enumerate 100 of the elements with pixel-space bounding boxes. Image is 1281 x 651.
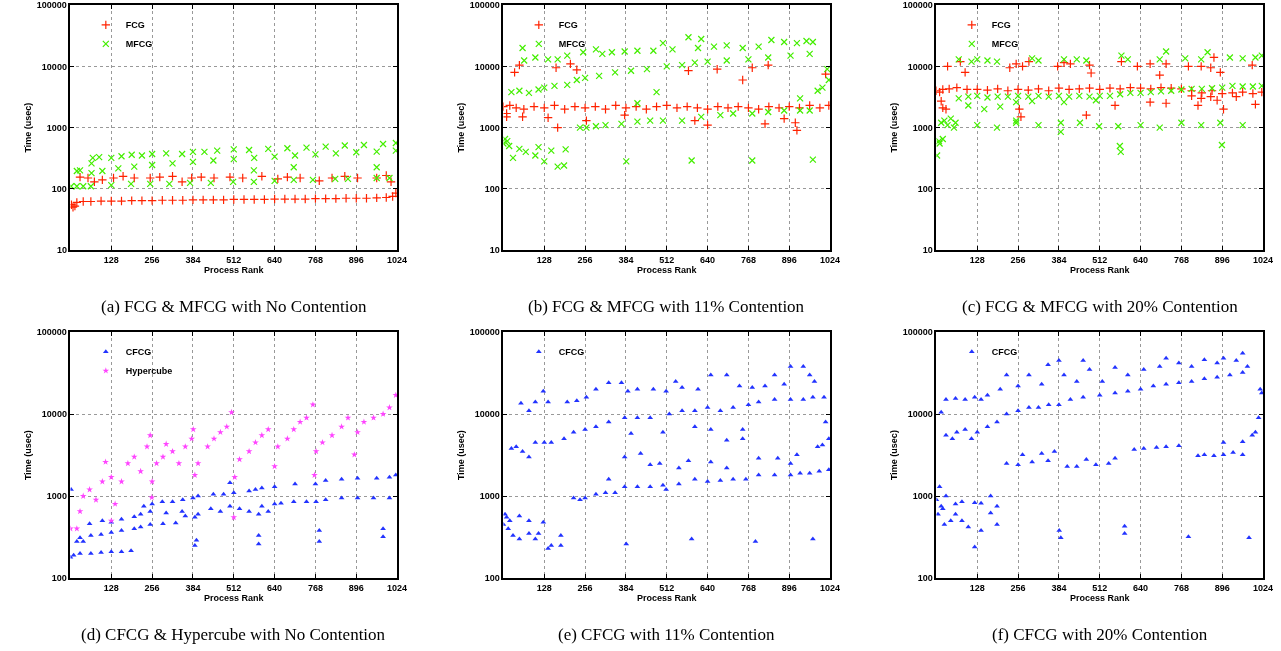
- x-tick-label: 1024: [820, 254, 841, 265]
- x-axis-title: Process Rank: [204, 264, 265, 275]
- x-tick-label: 512: [1092, 254, 1108, 265]
- legend-label: MFCG: [991, 39, 1019, 50]
- y-tick-label: 100: [917, 183, 933, 194]
- x-tick-label: 384: [1051, 254, 1067, 265]
- x-tick-label: 256: [1010, 254, 1026, 265]
- legend-label: Hypercube: [125, 366, 173, 377]
- x-tick-label: 512: [1092, 582, 1108, 593]
- x-tick-label: 768: [740, 582, 756, 593]
- x-tick-label: 768: [1173, 254, 1189, 265]
- x-axis-title: Process Rank: [1069, 264, 1131, 275]
- y-tick-label: 100000: [902, 0, 933, 11]
- y-tick-label: 10000: [474, 61, 500, 72]
- x-tick-label: 1024: [820, 582, 841, 593]
- y-axis-title: Time (usec): [455, 430, 466, 480]
- legend-label: CFCG: [125, 347, 152, 358]
- x-tick-label: 896: [348, 582, 364, 593]
- point: [631, 101, 641, 112]
- text: (a) FCG & MFCG with No Contention: [101, 297, 367, 316]
- y-tick-label: 100000: [469, 0, 500, 11]
- y-tick-label: 10000: [41, 409, 67, 420]
- y-tick-label: 100: [51, 183, 67, 194]
- x-tick-label: 896: [348, 254, 364, 265]
- point: [815, 103, 825, 113]
- x-tick-label: 896: [1214, 582, 1230, 593]
- y-tick-label: 10: [489, 245, 500, 256]
- y-axis-title: Time (usec): [455, 102, 466, 153]
- point: [737, 75, 748, 85]
- y-axis-title: Time (usec): [22, 430, 33, 480]
- y-tick-label: 10000: [41, 61, 67, 72]
- legend-label: FCG: [125, 20, 145, 31]
- x-tick-label: 256: [577, 254, 593, 265]
- x-tick-label: 640: [267, 254, 283, 265]
- point: [543, 112, 553, 123]
- point: [792, 125, 802, 136]
- y-tick-label: 10000: [907, 61, 933, 72]
- x-tick-label: 384: [618, 254, 634, 265]
- point: [774, 103, 784, 113]
- x-tick-label: 256: [1010, 582, 1026, 593]
- y-tick-label: 100000: [36, 0, 67, 11]
- x-tick-label: 128: [536, 582, 552, 593]
- y-tick-label: 10000: [474, 409, 500, 420]
- y-tick-label: 100000: [902, 327, 933, 338]
- text: (c) FCG & MFCG with 20% Contention: [962, 297, 1239, 316]
- point: [580, 103, 590, 113]
- x-tick-label: 384: [1051, 582, 1067, 593]
- x-tick-label: 768: [307, 582, 323, 593]
- x-tick-label: 896: [1214, 254, 1230, 265]
- point: [702, 120, 713, 130]
- x-tick-label: 256: [577, 582, 593, 593]
- x-tick-label: 512: [226, 254, 242, 265]
- x-tick-label: 1024: [387, 582, 408, 593]
- y-tick-label: 1000: [46, 491, 67, 502]
- y-tick-label: 100000: [469, 327, 500, 338]
- x-tick-label: 768: [307, 254, 323, 265]
- legend-label: CFCG: [558, 347, 585, 358]
- point: [619, 110, 630, 120]
- y-tick-label: 10: [922, 245, 933, 256]
- x-tick-label: 384: [185, 582, 201, 593]
- x-tick-label: 128: [969, 254, 985, 265]
- y-tick-label: 10000: [907, 409, 933, 420]
- legend-label: MFCG: [558, 39, 586, 50]
- x-axis-title: Process Rank: [204, 592, 265, 603]
- text: (f) CFCG with 20% Contention: [992, 625, 1208, 644]
- x-tick-label: 1024: [1253, 254, 1274, 265]
- y-tick-label: 1000: [479, 122, 500, 133]
- x-tick-label: 640: [700, 254, 716, 265]
- y-tick-label: 100: [484, 573, 500, 584]
- x-tick-label: 1024: [1253, 582, 1274, 593]
- point: [570, 101, 580, 112]
- point: [692, 103, 703, 113]
- x-tick-label: 128: [103, 582, 119, 593]
- y-axis-title: Time (usec): [22, 102, 33, 153]
- legend-label: MFCG: [125, 39, 153, 50]
- x-tick-label: 640: [1133, 254, 1149, 265]
- x-tick-label: 512: [659, 254, 675, 265]
- x-tick-label: 384: [618, 582, 634, 593]
- y-tick-label: 1000: [46, 122, 67, 133]
- x-tick-label: 768: [1173, 582, 1189, 593]
- point: [723, 103, 733, 113]
- legend-label: FCG: [991, 20, 1011, 31]
- point: [763, 60, 773, 70]
- y-tick-label: 1000: [912, 122, 933, 133]
- point: [529, 101, 539, 112]
- text: (e) CFCG with 11% Contention: [558, 625, 776, 644]
- x-tick-label: 128: [969, 582, 985, 593]
- y-tick-label: 100: [917, 573, 933, 584]
- point: [551, 62, 561, 73]
- legend-label: FCG: [558, 20, 578, 31]
- text: (b) FCG & MFCG with 11% Contention: [528, 297, 805, 316]
- point: [621, 103, 631, 113]
- point: [519, 104, 529, 114]
- point: [539, 103, 550, 113]
- x-axis-title: Process Rank: [636, 592, 698, 603]
- y-tick-label: 1000: [479, 491, 500, 502]
- y-tick-label: 10: [56, 245, 67, 256]
- x-tick-label: 128: [103, 254, 119, 265]
- x-tick-label: 896: [781, 582, 797, 593]
- x-tick-label: 384: [185, 254, 201, 265]
